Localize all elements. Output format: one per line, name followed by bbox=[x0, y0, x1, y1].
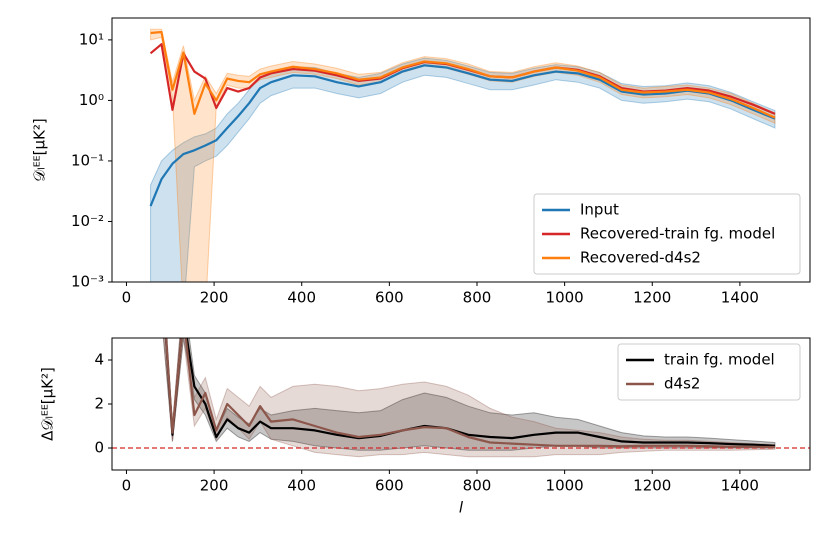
x-tick-label: 600 bbox=[375, 289, 404, 307]
x-tick-label: 1000 bbox=[546, 289, 584, 307]
error-band bbox=[162, 338, 776, 451]
x-tick-label: 800 bbox=[463, 289, 492, 307]
x-tick-label: 1400 bbox=[721, 477, 759, 495]
x-tick-label: 400 bbox=[287, 289, 316, 307]
y-tick-label: 10⁻³ bbox=[71, 273, 104, 291]
error-band bbox=[150, 57, 776, 282]
x-tick-label: 1200 bbox=[633, 477, 671, 495]
legend-box bbox=[617, 343, 801, 401]
plot-area bbox=[149, 28, 776, 282]
y-tick-label: 2 bbox=[94, 395, 104, 413]
legend-label: train fg. model bbox=[664, 351, 775, 369]
x-tick-label: 0 bbox=[122, 477, 132, 495]
x-tick-label: 1000 bbox=[546, 477, 584, 495]
y-tick-label: 10¹ bbox=[79, 30, 104, 48]
data-line bbox=[164, 338, 775, 449]
legend-label: Recovered-d4s2 bbox=[580, 249, 701, 267]
x-tick-label: 400 bbox=[287, 477, 316, 495]
error-band bbox=[150, 28, 776, 282]
y-axis-label: Δ𝒟ₗᴱᴱ[μK²] bbox=[39, 367, 57, 441]
y-tick-label: 0 bbox=[94, 439, 104, 457]
plot-area bbox=[112, 338, 810, 458]
legend-label: Recovered-train fg. model bbox=[580, 225, 775, 243]
x-tick-label: 600 bbox=[375, 477, 404, 495]
x-tick-label: 1400 bbox=[721, 289, 759, 307]
y-tick-label: 10⁰ bbox=[79, 91, 104, 109]
legend-box bbox=[533, 193, 801, 275]
x-axis-label: l bbox=[459, 499, 464, 517]
x-tick-label: 0 bbox=[122, 289, 132, 307]
data-line bbox=[150, 30, 776, 119]
x-tick-label: 1200 bbox=[633, 289, 671, 307]
y-tick-label: 10⁻¹ bbox=[71, 151, 104, 169]
x-tick-label: 800 bbox=[463, 477, 492, 495]
axes-frame bbox=[111, 17, 811, 283]
y-tick-label: 10⁻² bbox=[71, 212, 104, 230]
x-tick-label: 200 bbox=[200, 477, 229, 495]
data-line bbox=[149, 64, 776, 207]
legend-label: Input bbox=[580, 201, 619, 219]
y-tick-label: 4 bbox=[94, 351, 104, 369]
y-axis-label: 𝒟ₗᴱᴱ[μK²] bbox=[31, 118, 49, 182]
x-tick-label: 200 bbox=[200, 289, 229, 307]
legend-label: d4s2 bbox=[664, 375, 700, 393]
